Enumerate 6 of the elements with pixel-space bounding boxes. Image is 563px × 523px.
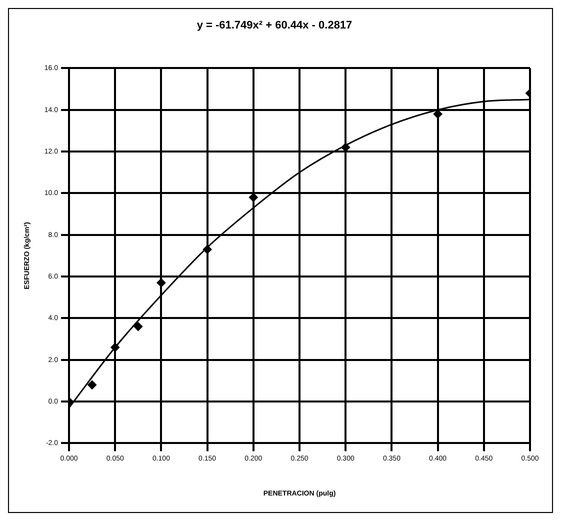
point	[88, 380, 97, 390]
point	[156, 278, 166, 288]
chart-title: y = -61.749x² + 60.44x - 0.2817	[196, 20, 352, 32]
point	[110, 342, 120, 352]
point	[134, 322, 143, 332]
point	[202, 244, 212, 254]
